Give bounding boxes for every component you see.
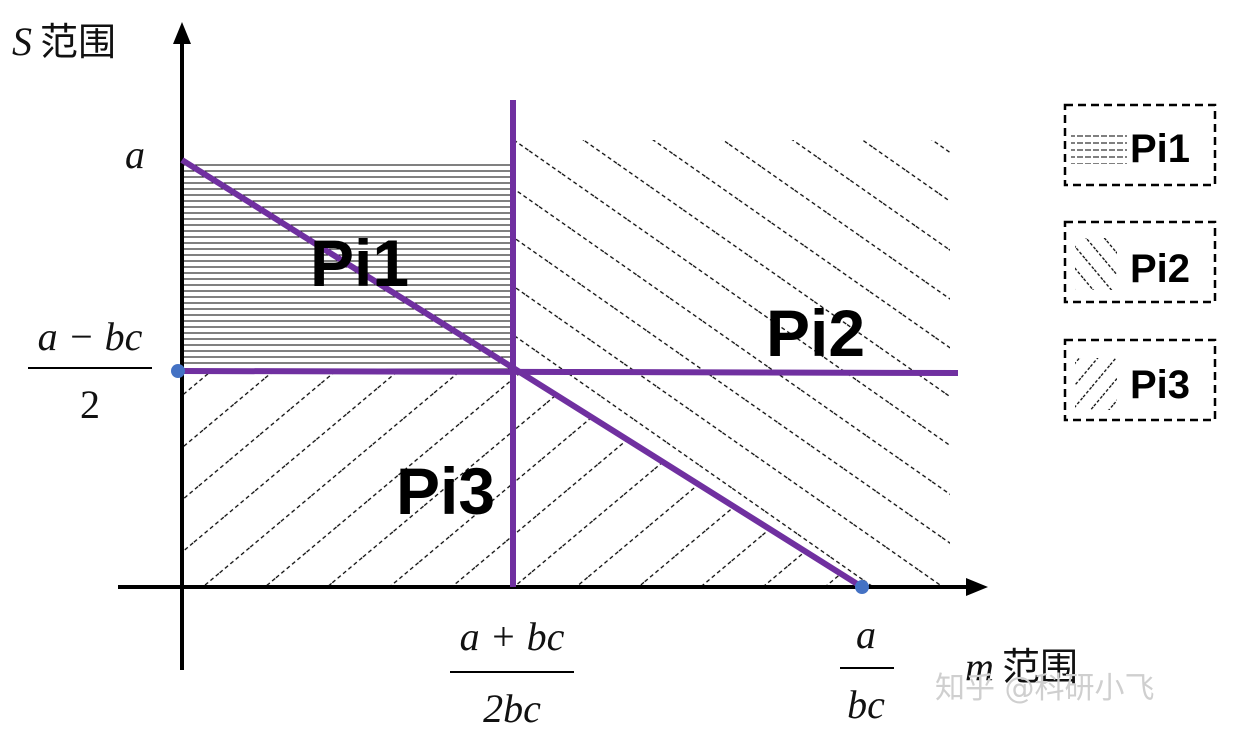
legend-item-pi1: Pi1 xyxy=(1063,103,1217,187)
x-axis-arrow xyxy=(966,578,988,596)
legend-swatch-pi1 xyxy=(1071,130,1127,164)
watermark: 知乎 @科研小飞 xyxy=(935,671,1155,706)
legend-swatch-pi2 xyxy=(1075,238,1117,290)
y-axis-label-var: S xyxy=(12,19,32,64)
legend-swatch-pi3 xyxy=(1075,358,1117,410)
x-tick-mid-denominator: 2bc xyxy=(483,686,541,731)
legend-label-pi3: Pi3 xyxy=(1130,363,1190,407)
point-y-mid xyxy=(171,364,185,378)
point-x-intercept xyxy=(855,580,869,594)
legend: Pi1 Pi2 Pi3 xyxy=(1063,103,1217,422)
legend-item-pi3: Pi3 xyxy=(1063,338,1217,422)
y-tick-mid-denominator: 2 xyxy=(80,382,100,427)
region-pi3-fill xyxy=(182,371,862,585)
legend-label-pi1: Pi1 xyxy=(1130,127,1190,171)
diagonal-boundary xyxy=(180,157,864,590)
y-tick-top: a xyxy=(125,132,145,177)
x-tick-right-numerator: a xyxy=(856,612,876,657)
region-pi1-label: Pi1 xyxy=(310,226,409,300)
x-tick-right-denominator: bc xyxy=(847,682,885,727)
region-pi2-label: Pi2 xyxy=(766,296,865,370)
y-axis-arrow xyxy=(173,22,191,44)
y-axis-label-text: 范围 xyxy=(40,20,116,64)
x-tick-mid-numerator: a + bc xyxy=(460,614,565,659)
x-axis-label-text: 范围 xyxy=(1002,645,1078,689)
region-pi2-fill xyxy=(513,140,950,585)
x-axis-label-var: m xyxy=(965,644,994,689)
y-tick-mid-numerator: a − bc xyxy=(38,314,143,359)
region-pi3-label: Pi3 xyxy=(396,454,495,528)
legend-label-pi2: Pi2 xyxy=(1130,247,1190,291)
legend-item-pi2: Pi2 xyxy=(1063,220,1217,304)
horizontal-boundary xyxy=(181,368,959,376)
